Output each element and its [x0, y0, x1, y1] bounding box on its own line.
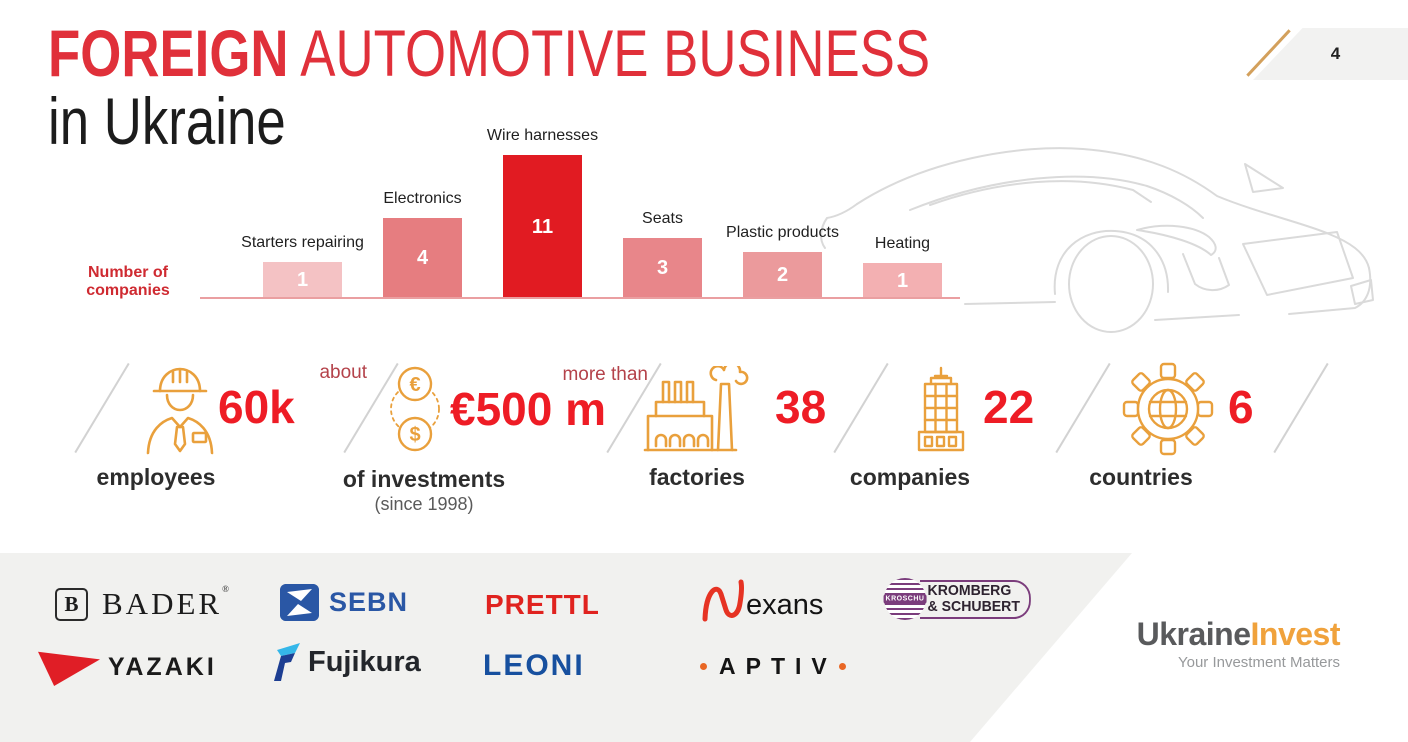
factory-icon	[643, 366, 749, 452]
stat-factories: 38 factories	[640, 356, 860, 526]
aptiv-wordmark: APTIV	[719, 653, 837, 679]
page-number: 4	[1330, 44, 1341, 63]
stat-employees: about 60k employees	[95, 356, 367, 526]
bar-group: Heating 1	[863, 235, 942, 299]
bar-category-label: Seats	[642, 210, 683, 228]
stat-sublabel: (since 1998)	[374, 494, 474, 514]
currency-exchange-icon: € $	[390, 366, 440, 452]
bar-chart: Starters repairing 1 Electronics 4 Wire …	[241, 99, 983, 299]
bar: 1	[263, 262, 342, 299]
ukraineinvest-logo: UkraineInvest Your Investment Matters	[1128, 616, 1341, 671]
page-number-band: 4	[1253, 28, 1408, 80]
bar: 11	[503, 155, 582, 299]
stat-value: 22	[983, 381, 1035, 433]
bar-value: 1	[896, 269, 909, 292]
stat-label: of investments	[342, 466, 506, 492]
registered-mark: ®	[222, 584, 232, 594]
stat-value: 38	[775, 381, 827, 433]
kroschu-badge: KROSCHU	[883, 578, 927, 620]
bar: 2	[743, 252, 822, 299]
stat-countries: 6 countries	[1089, 356, 1360, 526]
logo-prettl: PRETTL	[485, 589, 600, 621]
yazaki-mark	[38, 651, 100, 686]
stat-label: companies	[849, 464, 971, 490]
fujikura-wordmark: Fujikura	[308, 645, 421, 678]
bar-value: 3	[656, 257, 669, 279]
logo-bader: B BADER®	[55, 584, 232, 622]
stat-value: €500 m	[450, 383, 607, 435]
fujikura-f-mark	[274, 643, 300, 681]
stat-label: employees	[96, 464, 216, 490]
sebn-mark	[280, 584, 319, 621]
bar-value: 11	[531, 215, 554, 238]
stat-value: 6	[1228, 381, 1254, 433]
svg-text:$: $	[409, 424, 420, 446]
bar: 4	[383, 218, 462, 299]
kromberg-wordmark: KROMBERG & SCHUBERT	[920, 579, 1032, 619]
logo-yazaki: YAZAKI	[38, 648, 217, 686]
bar-value: 4	[416, 247, 429, 269]
leoni-wordmark: LEONI	[483, 649, 585, 682]
aptiv-dot-left	[700, 663, 707, 670]
bar-value: 1	[296, 269, 309, 291]
chart-y-axis-label: Number of companies	[86, 264, 170, 300]
bar-group: Starters repairing 1	[241, 234, 364, 299]
logo-kromberg-schubert: KROSCHU KROMBERG & SCHUBERT	[883, 578, 1038, 620]
logo-nexans: exans	[700, 575, 823, 625]
stat-qualifier: about	[319, 362, 367, 383]
stat-label: factories	[649, 464, 745, 490]
page-title-line2: in Ukraine	[48, 84, 286, 158]
logo-leoni: LEONI	[483, 649, 585, 683]
building-icon	[917, 366, 965, 452]
stat-qualifier: more than	[562, 364, 648, 385]
aptiv-dot-right	[838, 663, 846, 670]
bar-group: Electronics 4	[383, 190, 462, 299]
bar: 3	[623, 238, 702, 299]
stat-companies: 22 companies	[850, 356, 1080, 526]
svg-text:€: €	[409, 374, 420, 396]
gear-globe-icon	[1122, 362, 1214, 456]
stat-investments: € $ more than €500 m of investments (sin…	[343, 356, 660, 526]
nexans-wordmark: exans	[746, 588, 824, 621]
stat-label: countries	[1089, 464, 1193, 490]
bar-value: 2	[776, 264, 789, 286]
sebn-wordmark: SEBN	[329, 587, 409, 617]
bader-mark: B	[55, 587, 88, 621]
partner-logos-band: B BADER® SEBN PRETTL exans KROSCHU KROMB…	[0, 553, 1132, 742]
bar-category-label: Electronics	[383, 190, 462, 208]
logo-fujikura: Fujikura	[272, 641, 421, 683]
stat-value: 60k	[218, 381, 295, 433]
bar-group: Plastic products 2	[726, 224, 839, 299]
yazaki-wordmark: YAZAKI	[108, 652, 217, 681]
chart-baseline	[200, 297, 960, 299]
logo-aptiv: APTIV	[700, 653, 846, 680]
ukraineinvest-tagline: Your Investment Matters	[1177, 654, 1340, 671]
bader-wordmark: BADER®	[102, 584, 232, 621]
bar: 1	[863, 263, 942, 299]
bar-category-label: Starters repairing	[241, 234, 364, 252]
prettl-wordmark: PRETTL	[485, 589, 600, 620]
car-outline-illustration	[820, 147, 1374, 333]
bar-category-label: Wire harnesses	[486, 127, 599, 145]
bar-group: Seats 3	[623, 210, 702, 299]
bar-group: Wire harnesses 11	[487, 127, 598, 299]
title-rest: AUTOMOTIVE BUSINESS	[288, 16, 931, 90]
bar-category-label: Plastic products	[726, 224, 839, 242]
logo-sebn: SEBN	[280, 584, 408, 621]
title-emphasis: FOREIGN	[48, 16, 289, 90]
bar-category-label: Heating	[874, 235, 931, 253]
page-title: FOREIGN AUTOMOTIVE BUSINESS	[48, 20, 930, 86]
engineer-icon	[146, 367, 214, 455]
ukraineinvest-wordmark: UkraineInvest	[1136, 616, 1341, 652]
nexans-n-mark	[702, 579, 745, 622]
